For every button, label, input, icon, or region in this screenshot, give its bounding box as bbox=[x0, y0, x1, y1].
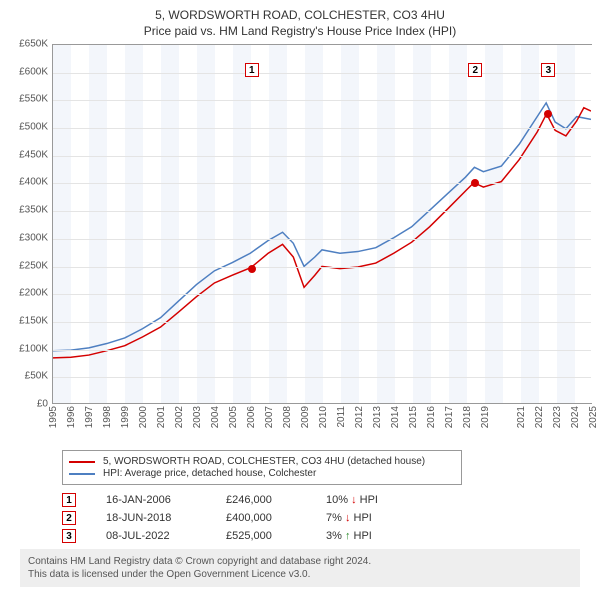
diff-arrow-icon: ↓ bbox=[351, 494, 357, 506]
gridline bbox=[53, 239, 591, 240]
y-axis-labels: £0£50K£100K£150K£200K£250K£300K£350K£400… bbox=[8, 44, 52, 404]
x-tick-label: 1997 bbox=[84, 406, 95, 428]
x-tick-label: 2023 bbox=[552, 406, 563, 428]
gridline bbox=[53, 322, 591, 323]
legend-swatch bbox=[69, 473, 95, 475]
license-line: Contains HM Land Registry data © Crown c… bbox=[28, 555, 572, 568]
legend-label: HPI: Average price, detached house, Colc… bbox=[103, 468, 316, 479]
y-tick-label: £200K bbox=[19, 288, 48, 299]
sale-marker-dot bbox=[248, 265, 256, 273]
gridline bbox=[53, 350, 591, 351]
sale-marker-dot bbox=[544, 110, 552, 118]
sale-index-box: 1 bbox=[62, 493, 76, 507]
sale-marker-box: 3 bbox=[541, 63, 555, 77]
diff-arrow-icon: ↓ bbox=[345, 512, 351, 524]
diff-arrow-icon: ↑ bbox=[345, 530, 351, 542]
x-tick-label: 1999 bbox=[120, 406, 131, 428]
y-tick-label: £350K bbox=[19, 205, 48, 216]
sale-diff: 10% ↓ HPI bbox=[326, 494, 446, 506]
x-tick-label: 2001 bbox=[156, 406, 167, 428]
sale-diff: 7% ↓ HPI bbox=[326, 512, 446, 524]
legend-item: HPI: Average price, detached house, Colc… bbox=[69, 468, 455, 479]
sale-marker-box: 1 bbox=[245, 63, 259, 77]
sale-row: 3 08-JUL-2022£525,0003% ↑ HPI bbox=[62, 529, 592, 543]
series-line-property bbox=[53, 108, 591, 358]
x-tick-label: 2012 bbox=[354, 406, 365, 428]
y-tick-label: £450K bbox=[19, 149, 48, 160]
x-tick-label: 2013 bbox=[372, 406, 383, 428]
x-tick-label: 1998 bbox=[102, 406, 113, 428]
x-tick-label: 1995 bbox=[48, 406, 59, 428]
x-tick-label: 2007 bbox=[264, 406, 275, 428]
y-tick-label: £650K bbox=[19, 39, 48, 50]
x-tick-label: 2006 bbox=[246, 406, 257, 428]
gridline bbox=[53, 100, 591, 101]
legend-label: 5, WORDSWORTH ROAD, COLCHESTER, CO3 4HU … bbox=[103, 456, 425, 467]
page-subtitle: Price paid vs. HM Land Registry's House … bbox=[8, 24, 592, 38]
y-tick-label: £400K bbox=[19, 177, 48, 188]
x-tick-label: 2025 bbox=[588, 406, 599, 428]
sale-price: £525,000 bbox=[226, 530, 326, 542]
x-tick-label: 2002 bbox=[174, 406, 185, 428]
y-tick-label: £600K bbox=[19, 66, 48, 77]
sale-index-box: 3 bbox=[62, 529, 76, 543]
x-tick-label: 2018 bbox=[462, 406, 473, 428]
x-tick-label: 2024 bbox=[570, 406, 581, 428]
gridline bbox=[53, 267, 591, 268]
sale-price: £400,000 bbox=[226, 512, 326, 524]
plot-area: 1 2 3 bbox=[52, 44, 592, 404]
y-tick-label: £50K bbox=[25, 371, 48, 382]
gridline bbox=[53, 128, 591, 129]
sale-row: 2 18-JUN-2018£400,0007% ↓ HPI bbox=[62, 511, 592, 525]
x-tick-label: 2014 bbox=[390, 406, 401, 428]
legend-swatch bbox=[69, 461, 95, 463]
x-tick-label: 2009 bbox=[300, 406, 311, 428]
y-tick-label: £100K bbox=[19, 343, 48, 354]
x-tick-label: 2016 bbox=[426, 406, 437, 428]
legend-item: 5, WORDSWORTH ROAD, COLCHESTER, CO3 4HU … bbox=[69, 456, 455, 467]
series-line-hpi bbox=[53, 103, 591, 351]
x-tick-label: 2004 bbox=[210, 406, 221, 428]
sale-diff: 3% ↑ HPI bbox=[326, 530, 446, 542]
sales-table: 1 16-JAN-2006£246,00010% ↓ HPI 2 18-JUN-201… bbox=[62, 493, 592, 543]
x-tick-label: 2008 bbox=[282, 406, 293, 428]
x-axis-labels: 1995199619971998199920002001200220032004… bbox=[52, 406, 592, 444]
sale-price: £246,000 bbox=[226, 494, 326, 506]
x-tick-label: 2022 bbox=[534, 406, 545, 428]
gridline bbox=[53, 377, 591, 378]
price-chart: £0 £50K £100K £150K £200K £250K £300K £350K £400… bbox=[8, 44, 592, 444]
gridline bbox=[53, 294, 591, 295]
x-tick-label: 2017 bbox=[444, 406, 455, 428]
y-tick-label: £500K bbox=[19, 122, 48, 133]
sale-marker-box: 2 bbox=[468, 63, 482, 77]
x-tick-label: 2015 bbox=[408, 406, 419, 428]
sale-date: 08-JUL-2022 bbox=[106, 530, 226, 542]
y-tick-label: £250K bbox=[19, 260, 48, 271]
y-tick-label: £550K bbox=[19, 94, 48, 105]
sale-date: 16-JAN-2006 bbox=[106, 494, 226, 506]
legend: 5, WORDSWORTH ROAD, COLCHESTER, CO3 4HU … bbox=[62, 450, 462, 485]
sale-marker-dot bbox=[471, 179, 479, 187]
gridline bbox=[53, 73, 591, 74]
gridline bbox=[53, 211, 591, 212]
y-tick-label: £0 bbox=[37, 399, 48, 410]
x-tick-label: 2003 bbox=[192, 406, 203, 428]
license-notice: Contains HM Land Registry data © Crown c… bbox=[20, 549, 580, 587]
y-tick-label: £150K bbox=[19, 315, 48, 326]
gridline bbox=[53, 156, 591, 157]
sale-date: 18-JUN-2018 bbox=[106, 512, 226, 524]
x-tick-label: 2019 bbox=[480, 406, 491, 428]
x-tick-label: 2021 bbox=[516, 406, 527, 428]
y-tick-label: £300K bbox=[19, 232, 48, 243]
x-tick-label: 2005 bbox=[228, 406, 239, 428]
x-tick-label: 2011 bbox=[336, 406, 347, 428]
x-tick-label: 2010 bbox=[318, 406, 329, 428]
x-tick-label: 2000 bbox=[138, 406, 149, 428]
sale-index-box: 2 bbox=[62, 511, 76, 525]
x-tick-label: 1996 bbox=[66, 406, 77, 428]
page-title: 5, WORDSWORTH ROAD, COLCHESTER, CO3 4HU bbox=[8, 8, 592, 22]
sale-row: 1 16-JAN-2006£246,00010% ↓ HPI bbox=[62, 493, 592, 507]
license-line: This data is licensed under the Open Gov… bbox=[28, 568, 572, 581]
gridline bbox=[53, 183, 591, 184]
